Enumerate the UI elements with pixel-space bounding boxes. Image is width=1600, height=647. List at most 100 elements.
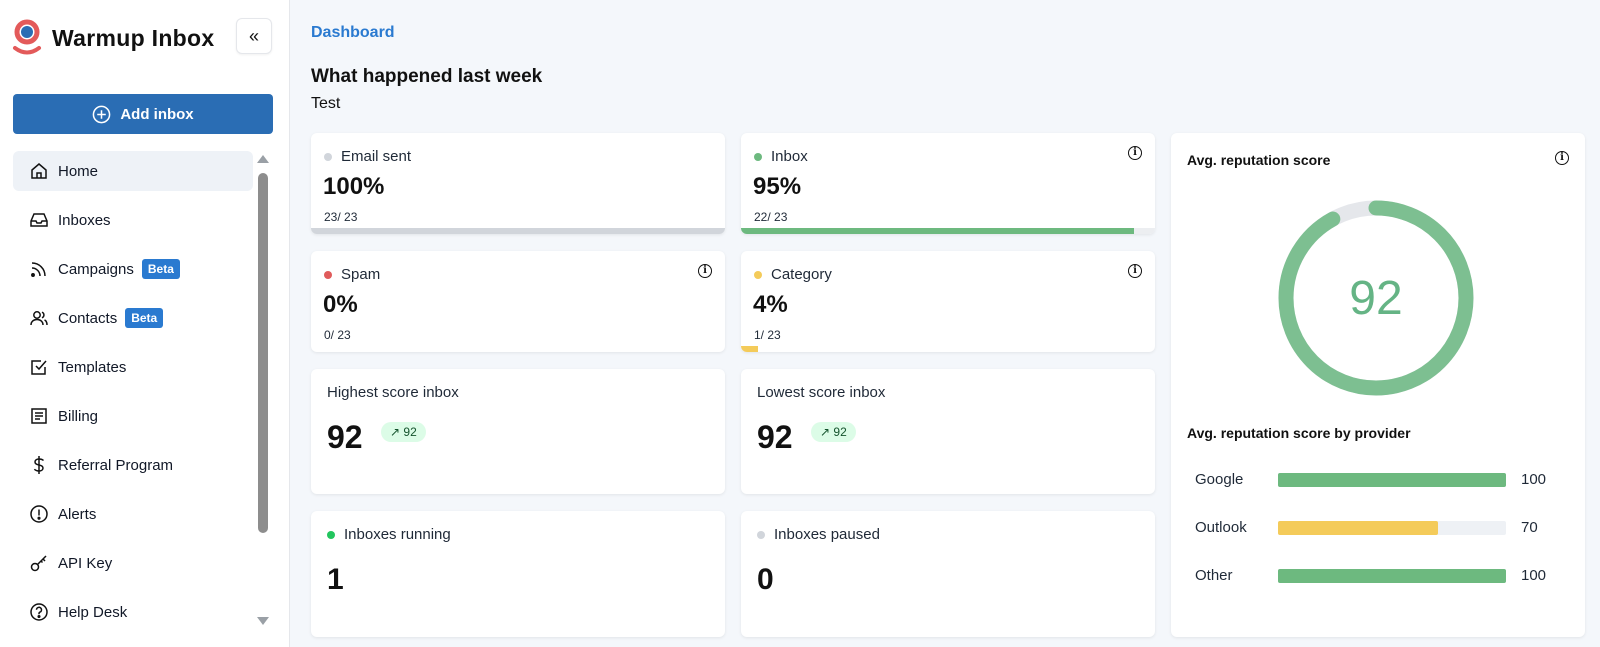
sidebar-item-label: Contacts: [58, 309, 118, 327]
page-title: What happened last week: [311, 66, 543, 87]
sidebar-item-label: Billing: [58, 407, 99, 425]
sidebar-item-help-desk[interactable]: Help Desk: [13, 592, 253, 632]
alert-icon: [30, 505, 48, 523]
info-icon[interactable]: i: [1128, 146, 1142, 160]
warmup-inbox-logo-icon: [13, 19, 41, 55]
brand[interactable]: Warmup Inbox: [12, 18, 214, 58]
stat-value: 95%: [753, 173, 802, 200]
sidebar-item-label: Inboxes: [58, 211, 111, 229]
provider-bar: [1278, 569, 1506, 583]
lowest-score-card: Lowest score inbox 92 ↗ 92: [741, 369, 1155, 494]
checkbox-icon: [31, 360, 47, 375]
sidebar: Warmup Inbox « Add inbox Home Inboxes Ca…: [0, 0, 290, 647]
progress-bar: [741, 228, 1135, 234]
sidebar-scrollbar[interactable]: [256, 151, 270, 631]
scroll-down-arrow-icon[interactable]: [257, 617, 269, 625]
score-value: 92: [327, 419, 363, 455]
sidebar-item-label: Help Desk: [58, 603, 128, 621]
home-icon: [31, 163, 47, 179]
highest-score-card: Highest score inbox 92 ↗ 92: [311, 369, 725, 494]
category-card: Category 4% 1/ 23 i: [741, 251, 1155, 352]
reputation-score: 92: [1349, 271, 1403, 325]
scroll-up-arrow-icon[interactable]: [257, 155, 269, 163]
rss-icon: [31, 262, 46, 277]
inbox-card: Inbox 95% 22/ 23 i: [741, 133, 1155, 234]
info-icon[interactable]: i: [1128, 264, 1142, 278]
inboxes-paused-card: Inboxes paused 0: [741, 511, 1155, 637]
sidebar-item-inboxes[interactable]: Inboxes: [13, 200, 253, 240]
status-dot: [754, 152, 762, 161]
provider-row-other: Other 100: [1195, 566, 1555, 586]
app-name: Warmup Inbox: [52, 24, 215, 51]
progress-bar: [311, 228, 725, 234]
email-sent-card: Email sent 100% 23/ 23: [311, 133, 725, 234]
scrollbar-thumb[interactable]: [258, 173, 268, 533]
collapse-sidebar-button[interactable]: «: [236, 18, 272, 54]
provider-row-outlook: Outlook 70: [1195, 518, 1555, 538]
sidebar-item-contacts[interactable]: Contacts Beta: [13, 298, 253, 338]
sidebar-item-referral-program[interactable]: Referral Program: [13, 445, 253, 485]
info-icon[interactable]: i: [1555, 151, 1569, 165]
stat-label: Email sent: [341, 148, 412, 165]
spam-card: Spam 0% 0/ 23 i: [311, 251, 725, 352]
receipt-icon: [31, 408, 47, 424]
status-dot: [327, 530, 335, 539]
sidebar-item-templates[interactable]: Templates: [13, 347, 253, 387]
add-inbox-label: Add inbox: [120, 105, 194, 123]
arrow-up-right-icon: ↗: [820, 425, 831, 439]
card-title: Inboxes running: [344, 526, 451, 543]
status-dot: [757, 530, 765, 539]
beta-badge: Beta: [125, 308, 164, 328]
add-inbox-button[interactable]: Add inbox: [13, 94, 273, 134]
status-dot: [324, 270, 332, 279]
sidebar-item-api-key[interactable]: API Key: [13, 543, 253, 583]
provider-name: Outlook: [1195, 519, 1247, 536]
card-title: Inboxes paused: [774, 526, 880, 543]
count-value: 1: [327, 563, 344, 596]
double-chevron-left-icon: «: [248, 25, 259, 46]
trend-badge: ↗ 92: [381, 422, 426, 442]
status-dot: [754, 270, 762, 279]
card-title: Lowest score inbox: [757, 384, 886, 401]
sidebar-item-campaigns[interactable]: Campaigns Beta: [13, 249, 253, 289]
sidebar-item-home[interactable]: Home: [13, 151, 253, 191]
sidebar-item-label: Alerts: [58, 505, 97, 523]
sidebar-nav: Home Inboxes Campaigns Beta Contacts Bet…: [13, 151, 253, 641]
provider-value: 70: [1521, 519, 1538, 536]
provider-bar-track: [1278, 569, 1506, 583]
sidebar-item-alerts[interactable]: Alerts: [13, 494, 253, 534]
progress-bar: [741, 346, 758, 352]
sidebar-item-billing[interactable]: Billing: [13, 396, 253, 436]
score-value: 92: [757, 419, 793, 455]
sidebar-item-label: API Key: [58, 554, 113, 572]
provider-name: Google: [1195, 471, 1244, 488]
trend-badge: ↗ 92: [811, 422, 856, 442]
stat-label: Category: [771, 266, 832, 283]
stat-label: Spam: [341, 266, 381, 283]
reputation-gauge: [1278, 200, 1474, 396]
help-icon: [30, 603, 48, 621]
sidebar-item-label: Home: [58, 162, 99, 180]
stat-value: 0%: [323, 291, 358, 318]
card-title: Highest score inbox: [327, 384, 459, 401]
users-icon: [30, 311, 48, 326]
sidebar-item-label: Referral Program: [58, 456, 174, 474]
arrow-up-right-icon: ↗: [390, 425, 401, 439]
dollar-icon: [33, 456, 45, 474]
stat-ratio: 1/ 23: [754, 328, 781, 342]
count-value: 0: [757, 563, 774, 596]
provider-value: 100: [1521, 567, 1547, 584]
sidebar-item-label: Templates: [58, 358, 127, 376]
stat-label: Inbox: [771, 148, 808, 165]
provider-bar-track: [1278, 473, 1506, 487]
inbox-icon: [30, 213, 48, 227]
info-icon[interactable]: i: [698, 264, 712, 278]
gauge-arc: [1278, 200, 1474, 396]
breadcrumb[interactable]: Dashboard: [311, 24, 395, 41]
key-icon: [30, 555, 47, 572]
stat-ratio: 0/ 23: [324, 328, 351, 342]
provider-row-google: Google 100: [1195, 470, 1555, 490]
card-title: Avg. reputation score: [1187, 152, 1331, 168]
provider-bar: [1278, 521, 1438, 535]
plus-circle-icon: [92, 105, 111, 123]
